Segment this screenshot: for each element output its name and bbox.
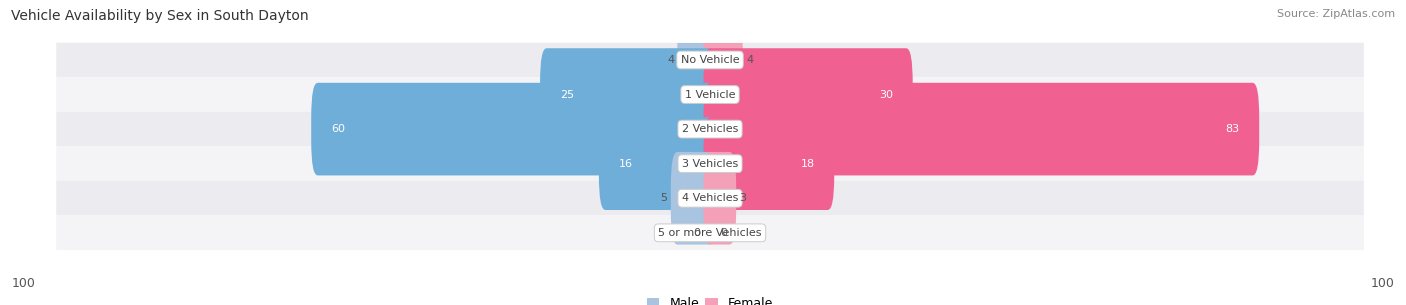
Text: 3 Vehicles: 3 Vehicles xyxy=(682,159,738,169)
FancyBboxPatch shape xyxy=(56,181,1364,216)
Text: 100: 100 xyxy=(1371,277,1395,290)
FancyBboxPatch shape xyxy=(540,48,717,141)
FancyBboxPatch shape xyxy=(703,83,1260,175)
Text: 0: 0 xyxy=(720,228,727,238)
Text: 25: 25 xyxy=(560,90,574,99)
FancyBboxPatch shape xyxy=(311,83,717,175)
FancyBboxPatch shape xyxy=(56,216,1364,250)
FancyBboxPatch shape xyxy=(56,112,1364,146)
Text: 1 Vehicle: 1 Vehicle xyxy=(685,90,735,99)
FancyBboxPatch shape xyxy=(703,117,834,210)
Text: Vehicle Availability by Sex in South Dayton: Vehicle Availability by Sex in South Day… xyxy=(11,9,309,23)
Text: 5 or more Vehicles: 5 or more Vehicles xyxy=(658,228,762,238)
Text: 4: 4 xyxy=(747,55,754,65)
FancyBboxPatch shape xyxy=(678,14,717,106)
Text: 100: 100 xyxy=(11,277,35,290)
Text: 2 Vehicles: 2 Vehicles xyxy=(682,124,738,134)
FancyBboxPatch shape xyxy=(671,152,717,245)
FancyBboxPatch shape xyxy=(56,77,1364,112)
FancyBboxPatch shape xyxy=(703,152,737,245)
FancyBboxPatch shape xyxy=(56,146,1364,181)
Text: 30: 30 xyxy=(879,90,893,99)
Text: 18: 18 xyxy=(800,159,814,169)
Text: No Vehicle: No Vehicle xyxy=(681,55,740,65)
FancyBboxPatch shape xyxy=(56,43,1364,77)
Legend: Male, Female: Male, Female xyxy=(647,297,773,305)
Text: 3: 3 xyxy=(740,193,747,203)
Text: 0: 0 xyxy=(693,228,700,238)
FancyBboxPatch shape xyxy=(703,14,742,106)
Text: 16: 16 xyxy=(619,159,633,169)
Text: 4 Vehicles: 4 Vehicles xyxy=(682,193,738,203)
FancyBboxPatch shape xyxy=(703,48,912,141)
FancyBboxPatch shape xyxy=(599,117,717,210)
Text: 5: 5 xyxy=(661,193,668,203)
Text: 60: 60 xyxy=(330,124,344,134)
Text: Source: ZipAtlas.com: Source: ZipAtlas.com xyxy=(1277,9,1395,19)
Text: 83: 83 xyxy=(1226,124,1240,134)
Text: 4: 4 xyxy=(666,55,673,65)
